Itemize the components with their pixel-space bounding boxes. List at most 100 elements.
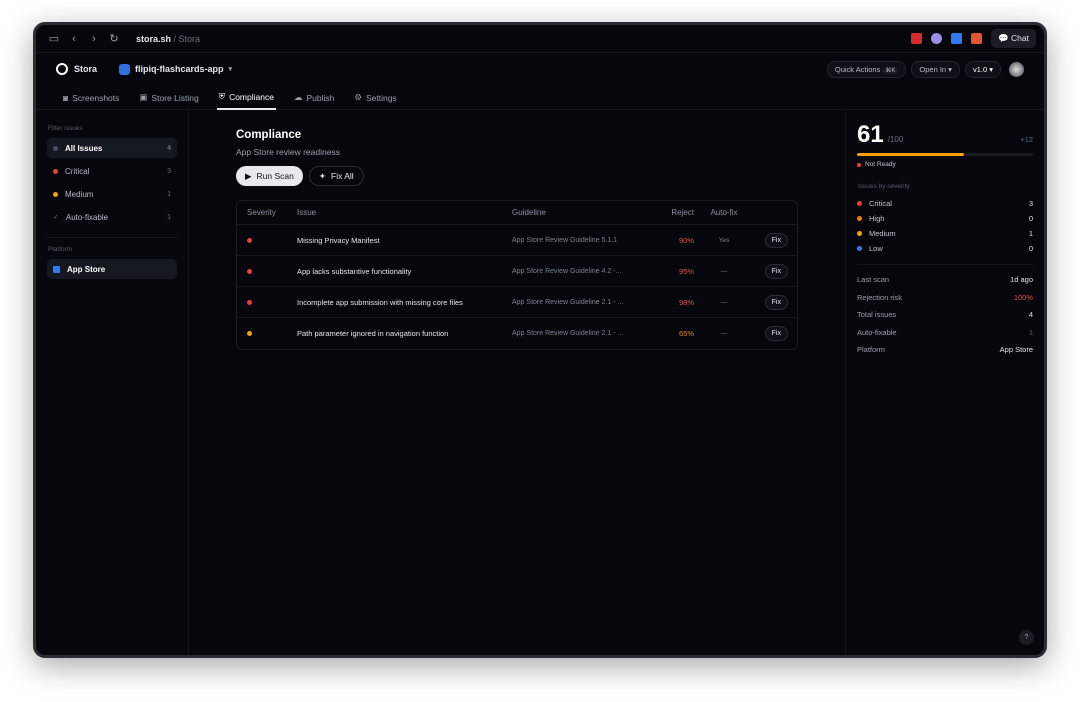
address-bar[interactable]: stora.sh / Stora — [136, 34, 200, 44]
score-progress-fill — [857, 153, 965, 156]
chat-button[interactable]: 💬 Chat — [991, 29, 1036, 48]
tab-settings[interactable]: ⚙ Settings — [352, 85, 398, 110]
play-icon: ▶ — [245, 170, 252, 181]
stat-label: Platform — [857, 345, 885, 355]
fix-button[interactable]: Fix — [764, 232, 788, 248]
severity-dot-icon — [247, 237, 252, 243]
severity-count: 0 — [1028, 244, 1033, 253]
filter-auto-fixable[interactable]: ✓ Auto-fixable 1 — [47, 207, 177, 227]
quick-actions-label: Quick Actions — [834, 64, 881, 74]
platform-title: Platform — [48, 246, 73, 253]
severity-row: Low 0 — [857, 241, 1033, 256]
brand-name[interactable]: Stora — [74, 64, 98, 74]
filter-label: Medium — [65, 189, 94, 199]
url-host: stora.sh — [136, 33, 172, 44]
fix-button[interactable]: Fix — [764, 294, 788, 310]
stat-row: Rejection risk 100% — [857, 289, 1033, 307]
dot-icon — [53, 191, 58, 197]
column-header: Reject — [642, 201, 694, 225]
app-store-icon — [53, 265, 60, 273]
chevron-down-icon: ▾ — [228, 66, 233, 73]
extension-icon[interactable] — [911, 33, 923, 44]
open-in-button[interactable]: Open In ▾ — [911, 60, 960, 78]
autofix-status: Yes — [694, 225, 754, 256]
tab-compliance[interactable]: ⛨ Compliance — [216, 85, 276, 110]
fix-button[interactable]: Fix — [764, 326, 788, 341]
score-progress-bar — [857, 153, 1033, 156]
version-selector[interactable]: v1.0 ▾ — [964, 60, 1001, 78]
extension-icon[interactable] — [951, 33, 963, 44]
tab-label: Settings — [365, 92, 397, 103]
severity-row: High 0 — [857, 211, 1033, 226]
fix-all-label: Fix All — [331, 171, 354, 181]
metamask-icon[interactable] — [971, 33, 983, 44]
score-value: 61 — [857, 121, 884, 148]
shield-icon: ⛨ — [218, 91, 226, 101]
dot-icon — [857, 246, 862, 251]
dot-icon — [857, 216, 862, 221]
guideline: App Store Review Guideline 4.2 -... — [512, 256, 642, 287]
filter-critical[interactable]: Critical 3 — [47, 161, 177, 181]
run-scan-button[interactable]: ▶ Run Scan — [236, 166, 303, 186]
dot-icon — [857, 201, 862, 206]
chat-label: Chat — [1011, 33, 1029, 43]
filter-title: Filter issues — [48, 125, 83, 132]
tab-screenshots[interactable]: ◙ Screenshots — [61, 85, 121, 110]
tab-publish[interactable]: ☁ Publish — [292, 85, 336, 110]
back-icon[interactable]: ‹ — [72, 32, 76, 45]
issue-title: Missing Privacy Manifest — [297, 225, 512, 256]
table-row[interactable]: Incomplete app submission with missing c… — [237, 287, 797, 318]
filter-count: 4 — [167, 144, 171, 152]
severity-label: Critical — [869, 199, 892, 208]
severity-count: 1 — [1028, 229, 1033, 238]
guideline: App Store Review Guideline 2.1 - ... — [512, 287, 642, 318]
fix-button[interactable]: Fix — [764, 263, 788, 279]
dot-icon — [53, 168, 58, 174]
table-row[interactable]: App lacks substantive functionality App … — [237, 256, 797, 287]
reload-icon[interactable]: ↻ — [109, 33, 119, 45]
stat-label: Total issues — [857, 310, 897, 320]
fix-all-button[interactable]: ✦ Fix All — [308, 166, 364, 186]
filter-label: Critical — [65, 166, 90, 176]
column-header: Severity — [237, 201, 297, 225]
table-row[interactable]: Path parameter ignored in navigation fun… — [237, 318, 797, 349]
image-icon: ▣ — [139, 92, 148, 102]
help-button[interactable]: ? — [1019, 630, 1034, 645]
stat-row: Total issues 4 — [857, 306, 1033, 324]
severity-row: Critical 3 — [857, 196, 1033, 211]
guideline: App Store Review Guideline 5.1.1 — [512, 225, 642, 256]
reject-probability: 90% — [642, 225, 694, 256]
dot-icon — [857, 231, 862, 236]
filter-medium[interactable]: Medium 1 — [47, 184, 177, 204]
issues-table: Severity Issue Guideline Reject Auto-fix… — [236, 200, 798, 350]
page-title: Compliance — [236, 129, 302, 141]
status-dot-icon — [857, 162, 861, 167]
reject-probability: 65% — [678, 329, 694, 338]
filter-label: Auto-fixable — [65, 212, 109, 222]
stat-label: Auto-fixable — [857, 327, 897, 337]
quick-actions-button[interactable]: Quick Actions ⌘K — [826, 60, 907, 78]
status-badge: Not Ready — [865, 161, 896, 168]
extension-icon[interactable] — [931, 33, 943, 44]
sidebar-toggle-icon[interactable]: ▭ — [48, 33, 60, 45]
dot-icon — [53, 145, 58, 151]
url-path: / Stora — [171, 33, 201, 44]
tab-label: Store Listing — [151, 92, 199, 103]
divider — [857, 264, 1033, 265]
filter-count: 1 — [167, 190, 171, 198]
severity-title: Issues by severity — [858, 183, 910, 190]
tab-label: Compliance — [229, 91, 274, 102]
tab-bar: ◙ Screenshots ▣ Store Listing ⛨ Compliance … — [36, 85, 1044, 110]
run-scan-label: Run Scan — [256, 171, 294, 181]
table-row[interactable]: Missing Privacy Manifest App Store Revie… — [237, 225, 797, 256]
forward-icon[interactable]: › — [92, 32, 96, 45]
stora-logo-icon — [56, 63, 68, 75]
gear-icon: ⚙ — [354, 92, 362, 102]
filter-all-issues[interactable]: All Issues 4 — [47, 138, 177, 158]
platform-app-store[interactable]: App Store — [47, 259, 177, 279]
stat-value: App Store — [999, 345, 1033, 355]
tab-store-listing[interactable]: ▣ Store Listing — [137, 85, 200, 110]
project-selector[interactable]: flipiq-flashcards-app ▾ — [119, 63, 233, 75]
reject-probability: 95% — [642, 256, 694, 287]
avatar[interactable] — [1009, 61, 1024, 77]
